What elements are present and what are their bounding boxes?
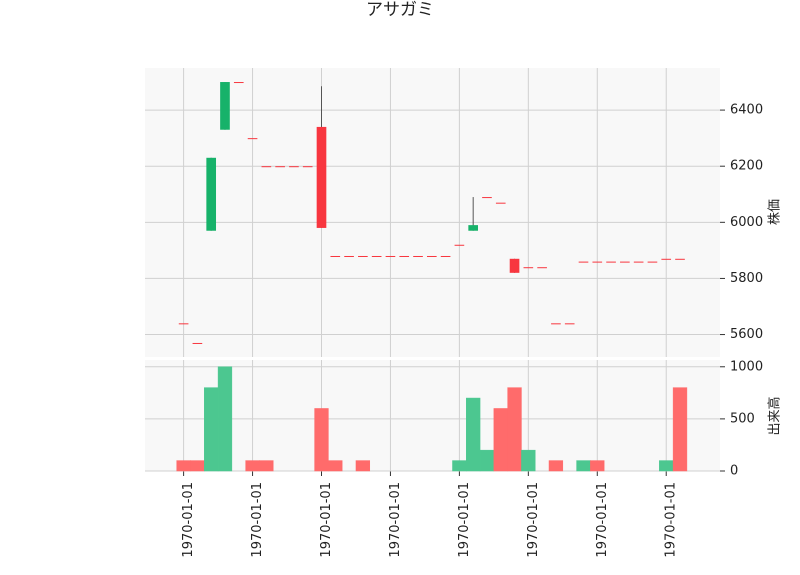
y-tick-label: 6400 [730,103,763,118]
x-tick-label: 1970-01-01 [457,482,472,558]
volume-bar [493,408,508,472]
volume-bar [314,408,329,472]
volume-bar [479,449,495,472]
y-tick-label: 6200 [730,159,763,174]
volume-bar [521,449,536,472]
y-tick-label: 5600 [730,327,763,342]
candle-body [399,255,410,257]
candle-body [413,255,423,257]
candle-body [371,255,382,257]
candle-body [426,255,437,257]
volume-bar [452,460,467,472]
candle-body [647,261,658,263]
candle-body [509,258,520,273]
candle-body [192,342,203,344]
volume-bar [217,366,233,472]
candle-body [675,258,685,260]
candle-body [564,323,575,325]
volume-bar [672,387,688,472]
volume-bar [259,460,274,472]
candle-body [440,255,451,257]
volume-bar [659,460,674,472]
candle-body [275,166,285,168]
candle-body [551,323,561,325]
volume-bar [176,460,191,472]
volume-bar [466,397,481,472]
volume-bar [548,460,564,472]
candle-body [330,255,341,257]
x-tick-label: 1970-01-01 [319,482,334,558]
price-panel [145,68,720,357]
y-tick-label: 0 [730,464,738,479]
candle-body [578,261,589,263]
y-tick-label: 1000 [730,359,763,374]
candle-body [385,255,396,257]
volume-bar [355,460,371,472]
volume-bar [204,387,219,472]
candle-body [247,138,258,140]
x-tick-label: 1970-01-01 [181,482,196,558]
candle-body [495,202,506,204]
candle-body [537,267,547,269]
candle-body [220,82,230,130]
y-tick-label: 6000 [730,215,763,230]
volume-panel [145,360,720,471]
candle-body [592,261,603,263]
volume-bar [245,460,260,472]
candle-body [468,225,479,231]
candle-body [344,255,354,257]
candle-body [302,166,313,168]
candle-body [620,261,630,263]
y-tick-label: 500 [730,411,755,426]
candle-body [523,267,534,269]
volume-bar [576,460,591,472]
x-tick-label: 1970-01-01 [250,482,265,558]
candle-body [606,261,616,263]
volume-axis-label: 出来高 [767,396,783,435]
x-tick-label: 1970-01-01 [388,482,403,558]
candle-body [661,258,672,260]
candle-body [482,197,492,199]
volume-bar [190,460,205,472]
candle-body [454,244,465,246]
price-axis-label: 株価 [768,199,783,225]
x-tick-label: 1970-01-01 [664,482,679,558]
candle-body [261,166,272,168]
volume-bar [328,460,343,472]
volume-bar [507,387,522,472]
candle-body [633,261,644,263]
chart-title: アサガミ [366,0,434,20]
candle-body [358,255,368,257]
x-tick-label: 1970-01-01 [595,482,610,558]
candle-body [206,157,217,231]
candle-body [178,323,189,325]
volume-bar [590,460,605,472]
candle-body [233,82,244,84]
x-tick-label: 1970-01-01 [526,482,541,558]
y-tick-label: 5800 [730,271,763,286]
candle-body [316,126,327,228]
candle-body [289,166,299,168]
